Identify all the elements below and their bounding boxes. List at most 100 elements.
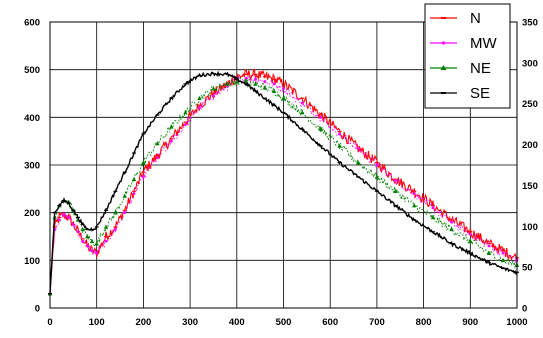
data-point-mw: [394, 178, 397, 182]
data-point-ne: [253, 81, 258, 86]
data-point-mw: [170, 139, 173, 143]
data-point-mw: [90, 249, 94, 253]
y2-tick-label: 50: [522, 263, 533, 274]
x-tick-label: 300: [182, 317, 198, 328]
data-point-mw: [272, 82, 276, 86]
data-point-ne: [430, 214, 436, 220]
data-point-mw: [113, 227, 117, 231]
data-point-mw: [81, 239, 85, 243]
y2-tick-label: 200: [522, 140, 538, 151]
data-point-mw: [71, 223, 75, 226]
legend-marker-mw: [441, 41, 446, 45]
series-line-mw: [49, 75, 518, 294]
data-point-mw: [198, 106, 201, 110]
x-tick-label: 400: [229, 317, 245, 328]
data-point-ne: [393, 188, 398, 194]
data-point-mw: [132, 192, 136, 196]
y-tick-label: 300: [24, 161, 40, 172]
data-point-mw: [95, 251, 99, 255]
y-tick-label: 100: [24, 256, 40, 267]
data-point-mw: [412, 192, 416, 196]
data-point-mw: [67, 216, 71, 219]
legend-label-se: SE: [470, 85, 490, 102]
data-point-mw: [282, 87, 285, 91]
y2-tick-label: 100: [522, 222, 538, 233]
y-tick-label: 500: [24, 65, 40, 76]
data-point-ne: [412, 203, 417, 208]
data-point-mw: [468, 232, 472, 236]
data-point-ne: [103, 224, 109, 229]
y2-tick-label: 300: [522, 58, 538, 69]
data-point-ne: [356, 160, 361, 165]
data-point-mw: [244, 76, 248, 80]
data-point-ne: [271, 88, 277, 93]
x-tick-label: 800: [416, 317, 432, 328]
data-point-ne: [374, 174, 380, 179]
data-point-ne: [318, 126, 324, 132]
data-point-mw: [104, 239, 108, 243]
y-tick-label: 0: [35, 304, 40, 315]
x-tick-label: 100: [89, 317, 105, 328]
data-point-ne: [299, 110, 305, 115]
data-point-mw: [85, 244, 89, 248]
data-point-mw: [142, 175, 145, 179]
data-point-ne: [468, 238, 473, 244]
data-point-ne: [89, 238, 95, 244]
x-tick-label: 200: [135, 317, 151, 328]
y-tick-label: 600: [24, 18, 40, 29]
legend-marker-ne: [440, 65, 447, 70]
y2-tick-label: 0: [522, 304, 527, 315]
data-point-ne: [169, 124, 174, 129]
x-tick-label: 500: [276, 317, 292, 328]
data-point-ne: [234, 79, 239, 84]
x-tick-label: 600: [322, 317, 338, 328]
data-point-mw: [319, 115, 323, 119]
data-point-mw: [57, 218, 61, 222]
x-tick-label: 0: [47, 317, 52, 328]
data-point-mw: [263, 80, 267, 83]
data-point-ne: [211, 86, 216, 91]
x-tick-label: 1000: [506, 317, 527, 328]
series-se: [48, 70, 519, 295]
y2-tick-label: 250: [522, 99, 538, 110]
data-point-mw: [450, 220, 454, 224]
data-point-mw: [431, 206, 435, 210]
data-point-mw: [156, 156, 159, 160]
data-point-mw: [338, 132, 341, 136]
data-point-ne: [281, 95, 286, 101]
data-point-ne: [80, 226, 85, 232]
y2-tick-label: 350: [522, 18, 538, 29]
data-point-ne: [197, 95, 202, 101]
data-point-ne: [486, 250, 492, 255]
data-point-mw: [375, 163, 379, 167]
legend-label-n: N: [470, 10, 481, 27]
legend-label-ne: NE: [470, 60, 491, 77]
data-point-ne: [449, 226, 454, 232]
legend-label-mw: MW: [470, 35, 497, 52]
data-point-ne: [183, 110, 188, 115]
y2-tick-label: 150: [522, 181, 538, 192]
data-point-mw: [254, 77, 257, 81]
data-point-mw: [212, 94, 215, 98]
y-tick-label: 400: [24, 113, 40, 124]
data-point-mw: [300, 101, 304, 105]
data-point-mw: [76, 230, 80, 234]
data-point-ne: [155, 141, 160, 146]
data-point-ne: [141, 160, 146, 165]
data-point-mw: [487, 244, 491, 248]
data-point-ne: [131, 176, 137, 182]
data-point-ne: [85, 234, 90, 239]
data-point-ne: [225, 81, 230, 86]
data-point-ne: [94, 241, 99, 246]
data-point-ne: [337, 143, 342, 148]
x-tick-label: 700: [369, 317, 385, 328]
data-point-mw: [62, 213, 66, 217]
legend-box: [424, 3, 511, 109]
data-point-ne: [122, 193, 127, 198]
x-tick-label: 900: [462, 317, 478, 328]
data-point-ne: [262, 85, 268, 90]
data-point-mw: [184, 123, 187, 126]
data-point-ne: [500, 257, 506, 263]
data-point-mw: [501, 251, 505, 255]
